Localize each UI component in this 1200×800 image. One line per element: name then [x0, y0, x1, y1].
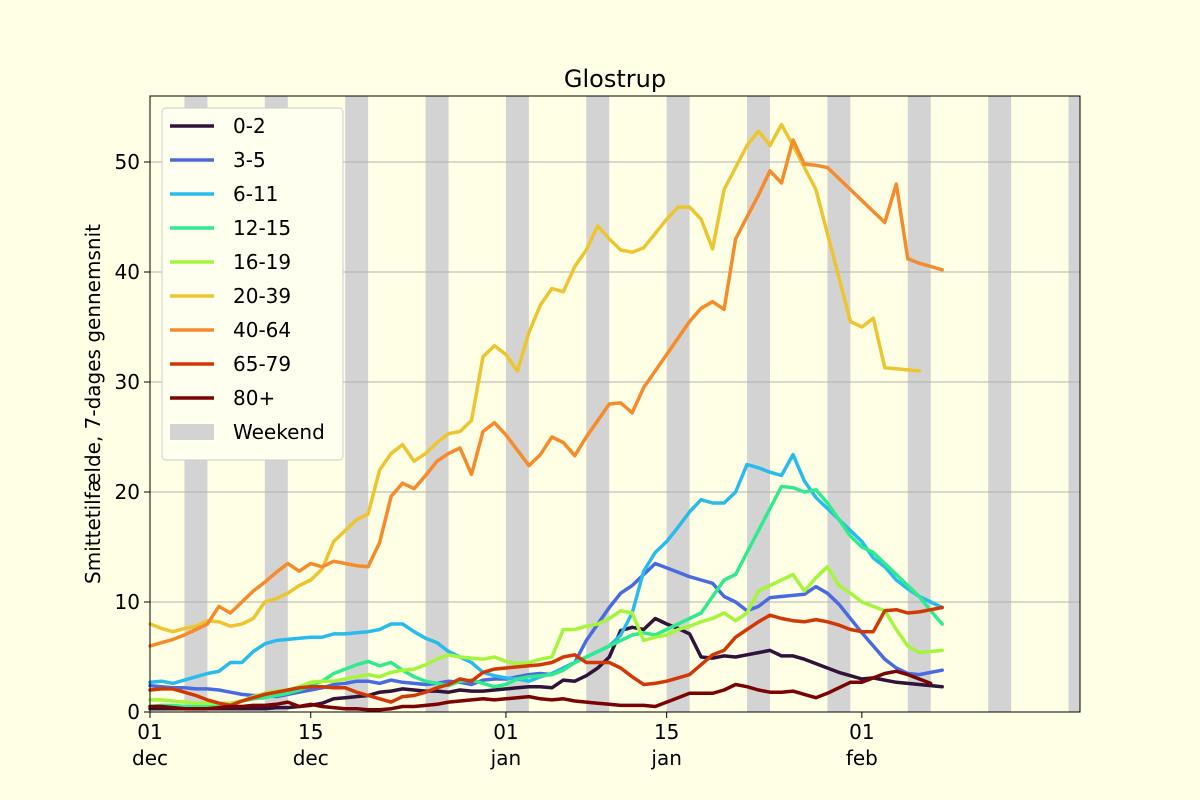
legend-box — [161, 107, 344, 461]
weekend-band — [988, 96, 1012, 712]
plot-frame — [149, 95, 1081, 713]
weekend-band — [586, 96, 610, 712]
x-tick-month-label: dec — [293, 746, 329, 770]
y-tick-label: 30 — [115, 370, 140, 394]
y-tick-label: 40 — [115, 260, 140, 284]
weekend-band — [907, 96, 931, 712]
x-tick-day-label: 01 — [849, 720, 874, 744]
y-tick-label: 10 — [115, 590, 140, 614]
series-line-65-79 — [148, 605, 944, 708]
legend-label: 20-39 — [233, 284, 291, 308]
y-axis: 0 10 20 30 40 50 — [115, 150, 150, 724]
x-tick-month-label: feb — [846, 746, 878, 770]
weekend-band — [666, 96, 690, 712]
y-tick-label: 0 — [127, 700, 140, 724]
legend: 0-2 3-5 6-11 12-15 16-19 20-39 40-64 65-79 80+ We… — [161, 107, 344, 461]
x-tick-day-label: 01 — [493, 720, 518, 744]
y-tick-label: 50 — [115, 150, 140, 174]
weekend-band — [747, 96, 770, 712]
series-line-12-15 — [148, 484, 944, 709]
x-tick-month-label: jan — [650, 746, 682, 770]
weekend-band — [505, 96, 529, 712]
legend-label: 6-11 — [233, 182, 278, 206]
legend-label: 40-64 — [233, 318, 291, 342]
y-axis-label: Smittetilfælde, 7-dages gennemsnit — [81, 224, 105, 584]
legend-swatch-weekend — [170, 424, 214, 440]
chart-title: Glostrup — [564, 65, 666, 93]
x-tick-day-label: 15 — [654, 720, 679, 744]
x-tick-month-label: jan — [490, 746, 522, 770]
x-tick-month-label: dec — [132, 746, 168, 770]
y-tick-label: 20 — [115, 480, 140, 504]
x-tick-day-label: 15 — [298, 720, 323, 744]
weekend-band — [1068, 96, 1080, 712]
weekend-band — [425, 96, 449, 712]
legend-label: 0-2 — [233, 114, 266, 138]
legend-label: 3-5 — [233, 148, 266, 172]
series-line-40-64 — [148, 138, 944, 648]
legend-label: 65-79 — [233, 352, 291, 376]
series-line-80+ — [148, 669, 933, 712]
series-line-0-2 — [148, 616, 944, 711]
legend-label: 12-15 — [233, 216, 291, 240]
legend-label: Weekend — [233, 420, 325, 444]
weekend-band — [345, 96, 369, 712]
legend-label: 80+ — [233, 386, 275, 410]
series-lines — [148, 122, 944, 712]
legend-label: 16-19 — [233, 250, 291, 274]
x-tick-day-label: 01 — [137, 720, 162, 744]
